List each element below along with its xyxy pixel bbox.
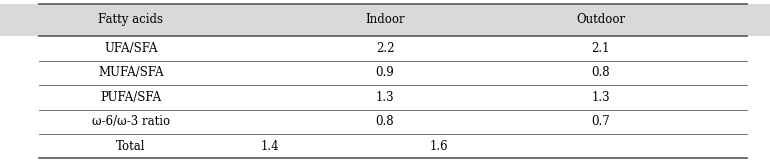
- Bar: [0, 4, 770, 36]
- Text: 1.3: 1.3: [376, 91, 394, 104]
- Text: 1.3: 1.3: [591, 91, 610, 104]
- Text: 0.8: 0.8: [591, 66, 610, 79]
- Text: Outdoor: Outdoor: [576, 13, 625, 26]
- Text: 2.1: 2.1: [591, 42, 610, 55]
- Text: 1.4: 1.4: [260, 140, 279, 153]
- Text: Total: Total: [116, 140, 146, 153]
- Text: ω-6/ω-3 ratio: ω-6/ω-3 ratio: [92, 115, 170, 128]
- Text: 0.8: 0.8: [376, 115, 394, 128]
- Text: MUFA/SFA: MUFA/SFA: [98, 66, 164, 79]
- Text: 0.7: 0.7: [591, 115, 610, 128]
- Text: PUFA/SFA: PUFA/SFA: [100, 91, 162, 104]
- Text: 0.9: 0.9: [376, 66, 394, 79]
- Text: Indoor: Indoor: [365, 13, 405, 26]
- Text: 1.6: 1.6: [430, 140, 448, 153]
- Text: Fatty acids: Fatty acids: [99, 13, 163, 26]
- Text: UFA/SFA: UFA/SFA: [104, 42, 158, 55]
- Text: 2.2: 2.2: [376, 42, 394, 55]
